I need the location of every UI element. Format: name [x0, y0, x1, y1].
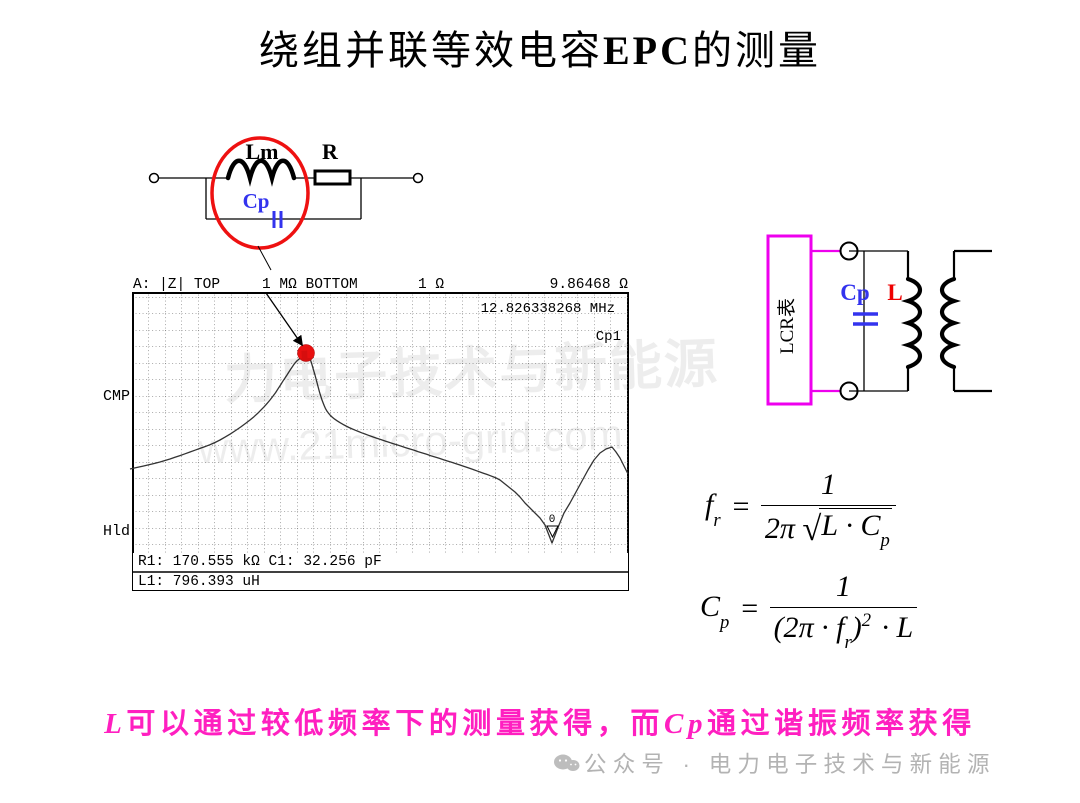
svg-text:LCR表: LCR表 — [776, 298, 798, 354]
svg-text:L: L — [887, 280, 902, 305]
svg-text:Cp: Cp — [840, 280, 869, 305]
